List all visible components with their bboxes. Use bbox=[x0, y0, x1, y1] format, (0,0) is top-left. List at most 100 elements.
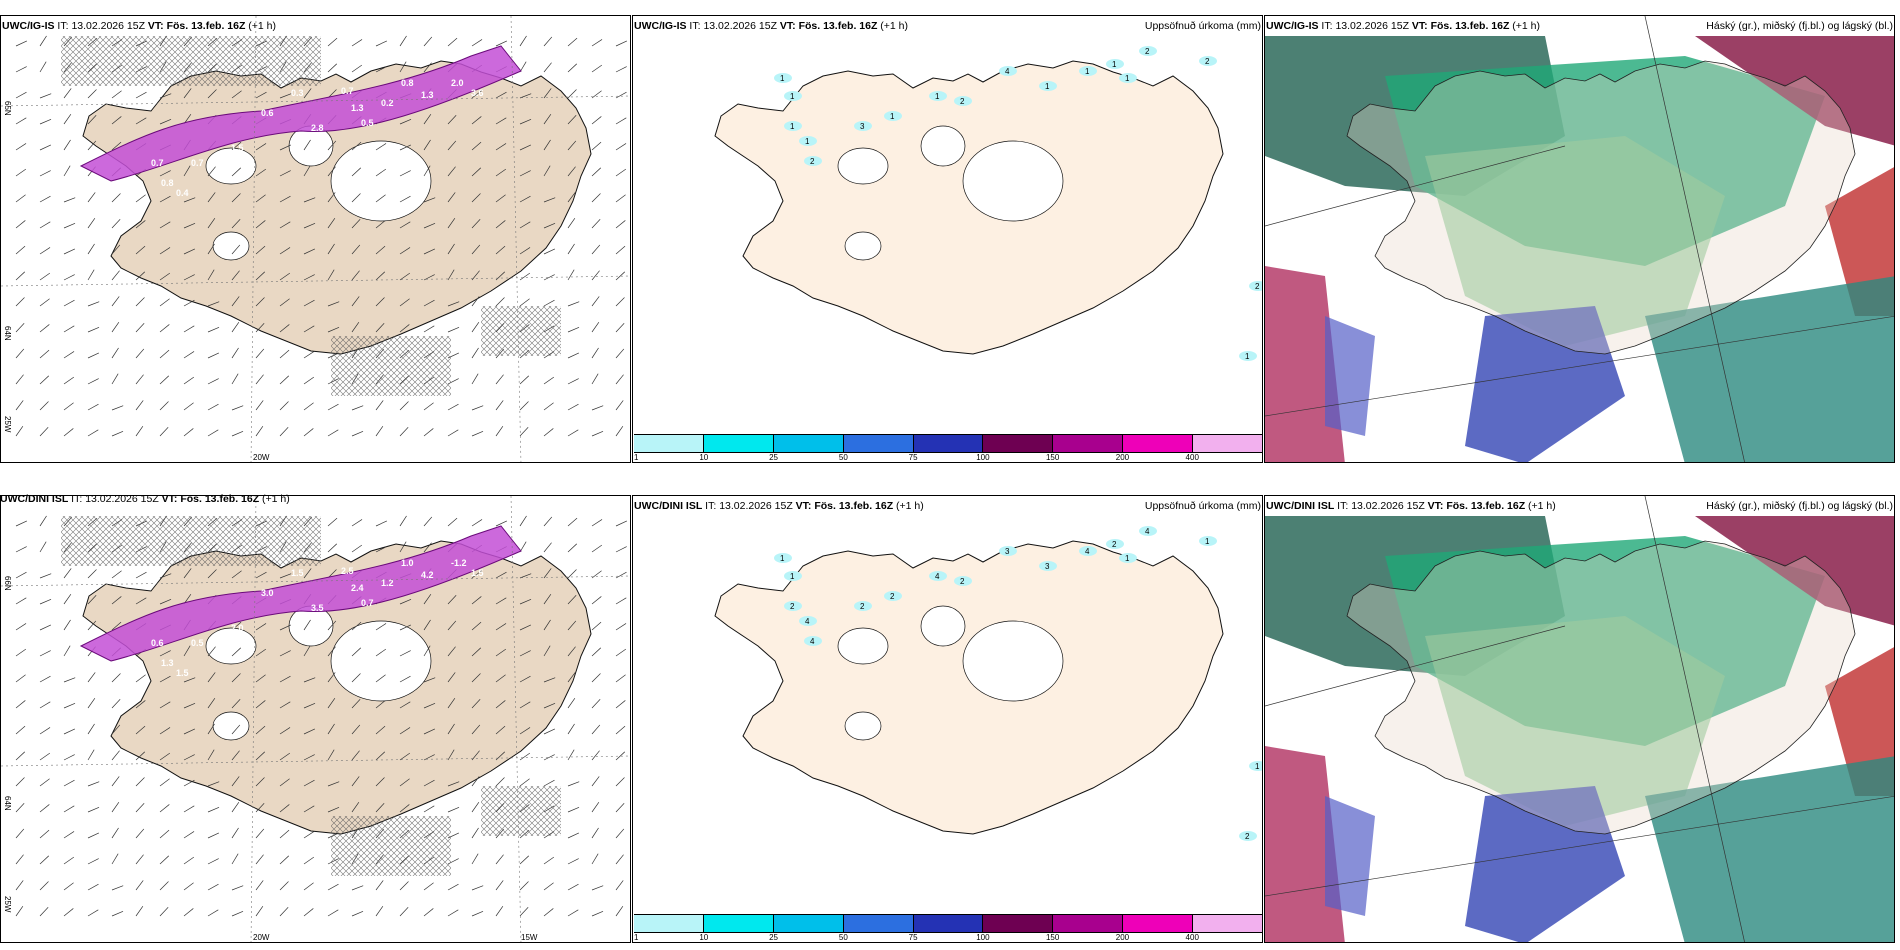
wind-barb bbox=[111, 296, 120, 307]
wind-barb bbox=[231, 750, 240, 761]
wind-barb bbox=[327, 140, 337, 151]
hatch-area bbox=[481, 786, 561, 836]
wind-barb bbox=[111, 321, 120, 333]
wind-barb bbox=[567, 697, 576, 709]
wind-barb bbox=[567, 620, 577, 631]
axis-label: 20W bbox=[253, 933, 270, 942]
iceland-outline bbox=[1346, 60, 1856, 355]
wind-barb bbox=[87, 594, 97, 605]
wind-barb bbox=[495, 751, 506, 761]
wind-barb bbox=[351, 296, 360, 307]
wind-barb bbox=[39, 118, 52, 125]
wind-barb bbox=[231, 724, 241, 735]
wind-barb bbox=[447, 806, 460, 813]
wind-barb bbox=[279, 778, 290, 787]
wind-barb bbox=[399, 727, 411, 735]
wind-barb bbox=[615, 143, 627, 151]
wind-barb bbox=[543, 36, 553, 47]
cloud-field bbox=[1325, 316, 1375, 436]
wind-barb bbox=[567, 192, 576, 203]
wind-barb bbox=[543, 113, 552, 125]
wind-barb bbox=[183, 805, 195, 813]
wind-barb bbox=[207, 352, 220, 359]
wind-barb bbox=[519, 598, 532, 605]
wind-barb bbox=[591, 853, 599, 865]
precip-patch bbox=[1239, 831, 1257, 841]
wind-barb bbox=[447, 620, 457, 631]
wind-barb bbox=[255, 880, 264, 891]
graticule-line bbox=[1, 755, 630, 767]
colorbar-tick: 100 bbox=[976, 933, 990, 942]
wind-barb bbox=[279, 324, 290, 333]
wind-barb bbox=[279, 375, 290, 385]
wind-barb bbox=[183, 274, 195, 281]
wind-barb bbox=[255, 425, 264, 437]
wind-barb bbox=[279, 624, 292, 631]
wind-barb bbox=[15, 220, 26, 229]
iceland-outline bbox=[714, 540, 1224, 835]
wind-barb bbox=[423, 542, 432, 553]
wind-barb bbox=[471, 801, 480, 813]
axis-label: 64N bbox=[3, 326, 12, 341]
precip-value-label: 3.5 bbox=[561, 526, 574, 536]
precip-patch bbox=[1239, 351, 1257, 361]
wind-barb bbox=[183, 222, 196, 229]
wind-barb bbox=[471, 596, 482, 605]
wind-barb bbox=[135, 348, 145, 359]
wind-barb bbox=[591, 596, 602, 605]
wind-barb bbox=[183, 754, 195, 761]
cloud-field bbox=[1465, 786, 1625, 942]
wind-barb bbox=[375, 168, 387, 177]
wind-barb bbox=[87, 140, 97, 151]
wind-barb bbox=[519, 855, 530, 865]
wind-barb bbox=[231, 570, 242, 579]
wind-barb bbox=[423, 428, 434, 437]
wind-barb bbox=[591, 827, 599, 839]
precip-patch bbox=[1039, 81, 1057, 91]
wind-barb bbox=[591, 347, 599, 359]
wind-barb bbox=[87, 403, 99, 411]
wind-barb bbox=[399, 515, 407, 527]
wind-barb bbox=[207, 243, 215, 255]
colorbar-tick: 150 bbox=[1045, 933, 1060, 942]
hatch-area bbox=[61, 516, 321, 566]
wind-barb bbox=[39, 515, 47, 527]
precip-patch bbox=[884, 591, 902, 601]
wind-barb bbox=[231, 270, 240, 281]
wind-barb bbox=[207, 269, 215, 281]
wind-barb bbox=[207, 858, 219, 865]
graticule-line bbox=[1, 575, 630, 587]
precip-value-label: 0.8 bbox=[121, 658, 134, 668]
colorbar-segment bbox=[773, 435, 844, 452]
wind-barb bbox=[519, 906, 529, 917]
wind-barb bbox=[375, 751, 386, 761]
wind-barb bbox=[567, 378, 579, 385]
wind-barb bbox=[567, 594, 577, 605]
wind-barb bbox=[303, 568, 312, 579]
wind-barb bbox=[519, 170, 531, 177]
wind-barb bbox=[159, 298, 170, 307]
wind-barb bbox=[39, 727, 51, 735]
wind-barb bbox=[279, 426, 289, 437]
iceland-outline bbox=[1346, 540, 1856, 835]
axis-label: 66N bbox=[3, 576, 12, 591]
precip-value-label: 0.5 bbox=[191, 638, 204, 648]
wind-barb bbox=[423, 197, 436, 203]
wind-barb bbox=[87, 89, 97, 99]
wind-barb bbox=[495, 700, 506, 709]
wind-barb bbox=[375, 400, 384, 411]
wind-barb bbox=[351, 776, 360, 787]
wind-barb bbox=[183, 376, 195, 385]
wind-barb bbox=[87, 620, 97, 631]
precip-amount-label: 1 bbox=[1125, 554, 1130, 563]
wind-barb bbox=[327, 301, 340, 307]
precip-amount-label: 1 bbox=[780, 554, 785, 563]
precip-amount-label: 4 bbox=[805, 617, 810, 626]
wind-barb bbox=[15, 245, 26, 255]
wind-barb bbox=[255, 571, 267, 579]
wind-barb bbox=[543, 908, 554, 917]
wind-barb bbox=[351, 724, 361, 735]
wind-barb bbox=[135, 425, 144, 437]
wind-barb bbox=[87, 217, 96, 229]
wind-barb bbox=[615, 117, 627, 125]
